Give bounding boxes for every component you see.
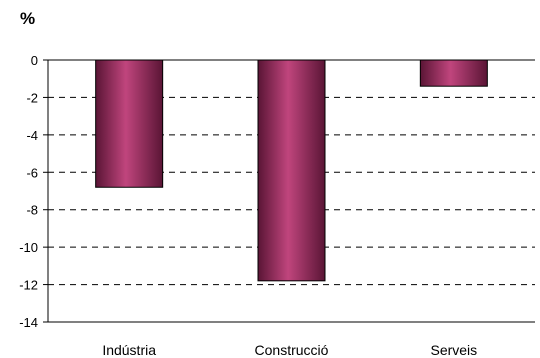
y-tick-label: -4: [26, 128, 38, 143]
y-tick-label: -2: [26, 90, 38, 105]
y-tick-label: -12: [19, 278, 38, 293]
bar-3: [419, 59, 488, 87]
axes: [43, 59, 535, 323]
y-tick-label: -6: [26, 165, 38, 180]
y-tick-label: 0: [31, 53, 38, 68]
y-tick-labels: 0 -2 -4 -6 -8 -10 -12 -14: [19, 53, 38, 330]
x-category-label: Serveis: [430, 342, 477, 358]
bar-1: [95, 59, 164, 188]
x-category-label: Construcció: [255, 342, 329, 358]
x-category-label: Indústria: [102, 342, 156, 358]
bars: [95, 59, 488, 282]
y-tick-label: -8: [26, 203, 38, 218]
bar-2: [257, 59, 326, 282]
y-tick-label: -10: [19, 240, 38, 255]
y-unit-label: %: [20, 9, 35, 28]
y-tick-label: -14: [19, 315, 38, 330]
x-category-labels: Indústria Construcció Serveis: [102, 342, 477, 358]
